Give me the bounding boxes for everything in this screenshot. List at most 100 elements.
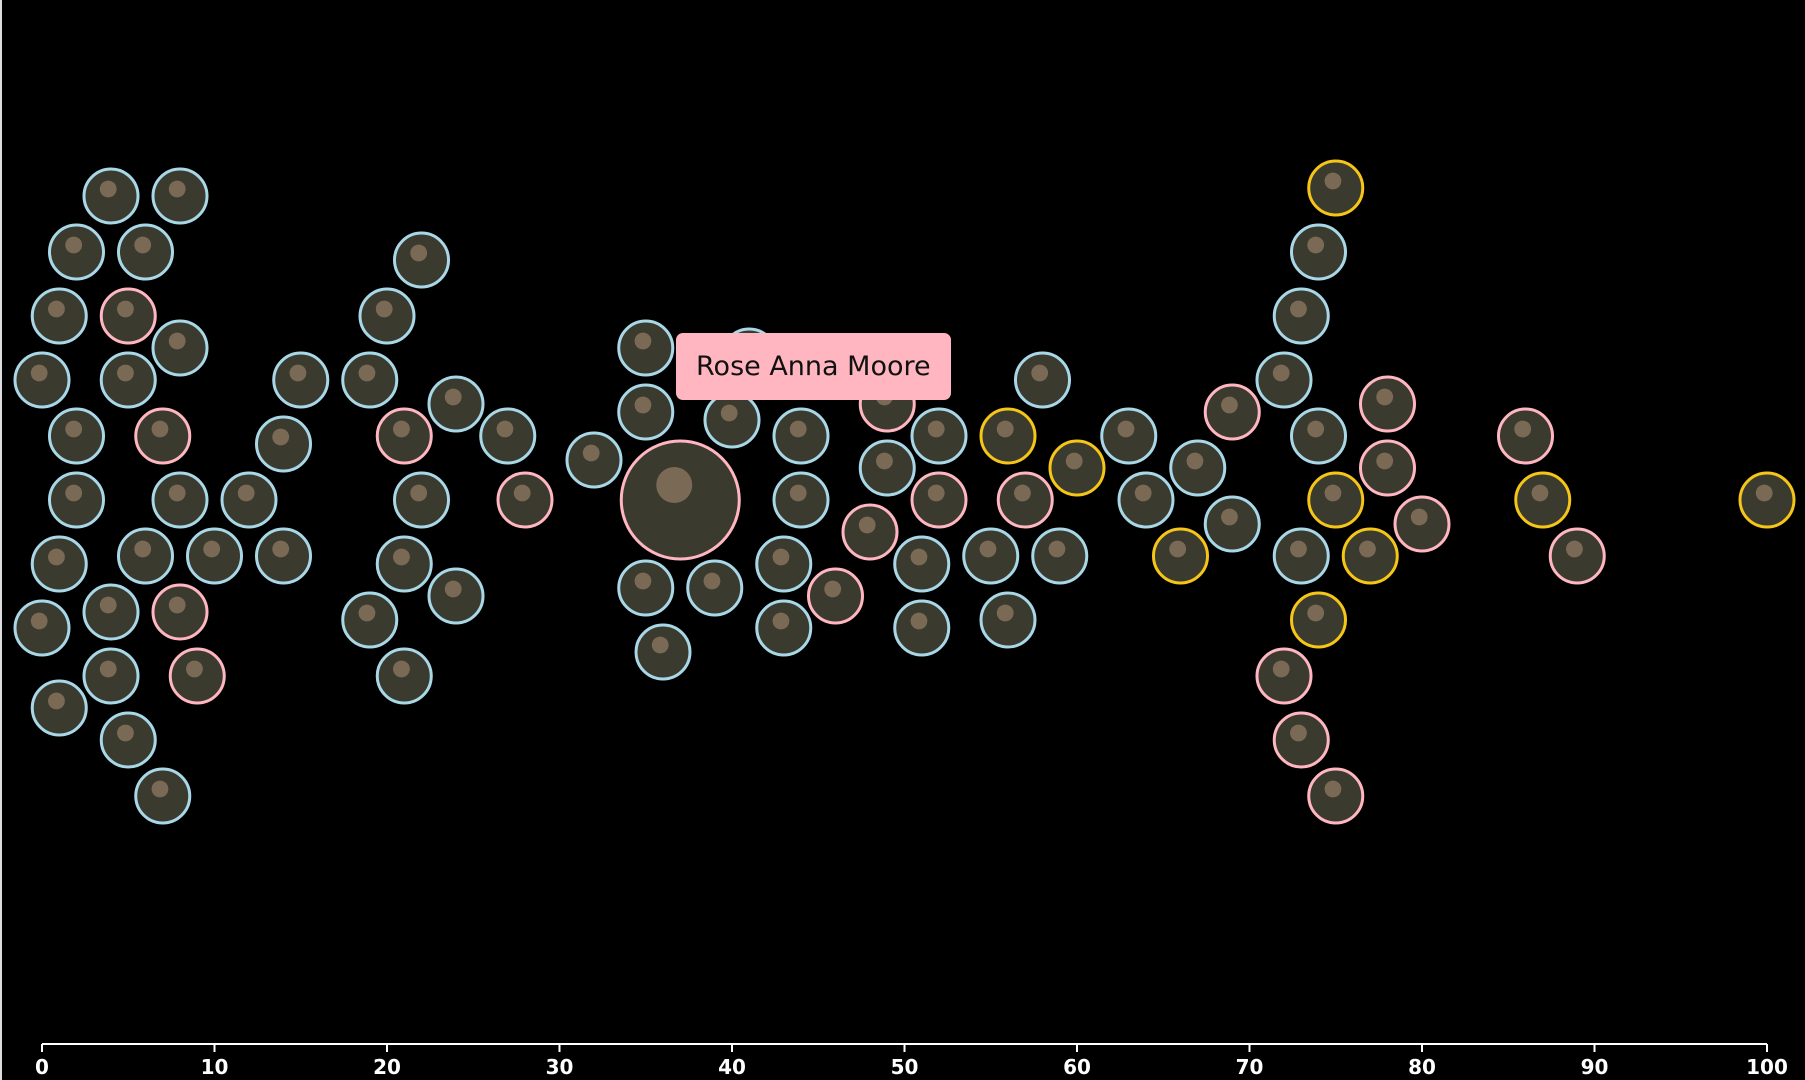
contestant-dot[interactable] [375,647,433,705]
contestant-dot[interactable] [703,391,761,449]
contestant-dot[interactable] [375,535,433,593]
contestant-dot[interactable] [99,287,157,345]
contestant-dot[interactable] [99,351,157,409]
contestant-dot[interactable] [1307,767,1365,825]
contestant-dot[interactable] [496,471,554,529]
contestant-dot[interactable] [1203,495,1261,553]
contestant-dot[interactable] [1048,439,1106,497]
contestant-dot[interactable] [1290,407,1347,465]
contestant-dot[interactable] [393,231,450,289]
contestant-dot[interactable] [134,407,192,465]
contestant-dot[interactable] [151,583,209,641]
contestant-dot[interactable] [1100,407,1158,465]
contestant-face [30,612,48,630]
contestant-dot[interactable] [755,599,813,657]
contestant-dot[interactable] [151,471,209,529]
contestant-dot[interactable] [82,647,140,705]
contestant-dot[interactable] [427,567,485,625]
contestant-dot[interactable] [117,527,174,585]
contestant-dot[interactable] [1290,591,1347,649]
contestant-dot[interactable] [1307,471,1365,529]
contestant-dot[interactable] [1169,439,1227,497]
contestant-dot[interactable] [1497,407,1554,465]
contestant-dot[interactable] [1014,351,1071,409]
contestant-dot[interactable] [255,415,312,473]
contestant-dot-hovered[interactable] [619,439,741,561]
contestant-dot[interactable] [30,679,88,737]
contestant-dot[interactable] [1341,527,1399,585]
contestant-dot[interactable] [755,535,813,593]
contestant-dot[interactable] [807,567,864,625]
contestant-dot[interactable] [962,527,1020,585]
contestant-dot[interactable] [565,431,623,489]
contestant-dot[interactable] [910,407,968,465]
contestant-dot[interactable] [979,407,1037,465]
contestant-dot[interactable] [1272,527,1330,585]
contestant-dot[interactable] [151,319,209,377]
contestant-dot[interactable] [48,471,105,529]
contestant-dot[interactable] [134,767,192,825]
contestant-dot[interactable] [1203,383,1261,441]
contestant-ring [910,407,968,465]
contestant-dot[interactable] [617,319,675,377]
contestant-ring [979,591,1037,649]
contestant-dot[interactable] [272,351,330,409]
contestant-dot[interactable] [1255,351,1313,409]
contestant-dot[interactable] [893,535,951,593]
contestant-dot[interactable] [1272,287,1330,345]
contestant-dot[interactable] [30,535,88,593]
contestant-dot[interactable] [634,623,692,681]
contestant-dot[interactable] [858,439,916,497]
contestant-dot[interactable] [82,583,140,641]
contestant-ring [1255,351,1313,409]
x-tick-label: 90 [1581,1055,1609,1079]
contestant-dot[interactable] [841,503,899,561]
contestant-dot[interactable] [168,647,226,705]
contestant-dot[interactable] [772,407,830,465]
contestant-dot[interactable] [1307,159,1365,217]
contestant-dot[interactable] [1152,527,1209,585]
contestant-dot[interactable] [996,471,1054,529]
contestant-dot[interactable] [617,383,675,441]
contestant-dot[interactable] [82,167,140,225]
contestant-dot[interactable] [358,287,416,345]
contestant-dot[interactable] [1031,527,1089,585]
contestant-dot[interactable] [427,375,485,433]
contestant-dot[interactable] [893,599,951,657]
contestant-dot[interactable] [617,559,675,617]
contestant-dot[interactable] [479,407,537,465]
contestant-ring [358,287,416,345]
contestant-dot[interactable] [772,471,830,529]
contestant-dot[interactable] [13,351,71,409]
contestant-dot[interactable] [48,407,105,465]
contestant-dot[interactable] [13,599,71,657]
contestant-dot[interactable] [30,287,88,345]
contestant-dot[interactable] [1255,647,1313,705]
contestant-dot[interactable] [1514,471,1572,529]
contestant-ring [99,287,157,345]
contestant-dot[interactable] [1272,711,1330,769]
contestant-dot[interactable] [220,471,278,529]
contestant-ring [1307,471,1365,529]
contestant-dot[interactable] [1738,471,1796,529]
contestant-dot[interactable] [979,591,1037,649]
contestant-dot[interactable] [341,591,399,649]
contestant-dot[interactable] [186,527,243,585]
contestant-dot[interactable] [255,527,312,585]
contestant-dot[interactable] [117,223,174,281]
contestant-dot[interactable] [341,351,399,409]
contestant-dot[interactable] [1359,439,1416,497]
contestant-dot[interactable] [1548,527,1606,585]
contestant-face [858,516,876,534]
contestant-dot[interactable] [910,471,968,529]
contestant-dot[interactable] [375,407,433,465]
contestant-dot[interactable] [686,559,744,617]
contestant-dot[interactable] [99,711,157,769]
contestant-dot[interactable] [151,167,209,225]
contestant-dot[interactable] [1393,495,1451,553]
contestant-dot[interactable] [1290,223,1347,281]
contestant-dot[interactable] [1359,375,1416,433]
contestant-dot[interactable] [393,471,450,529]
contestant-dot[interactable] [1117,471,1175,529]
contestant-dot[interactable] [48,223,105,281]
